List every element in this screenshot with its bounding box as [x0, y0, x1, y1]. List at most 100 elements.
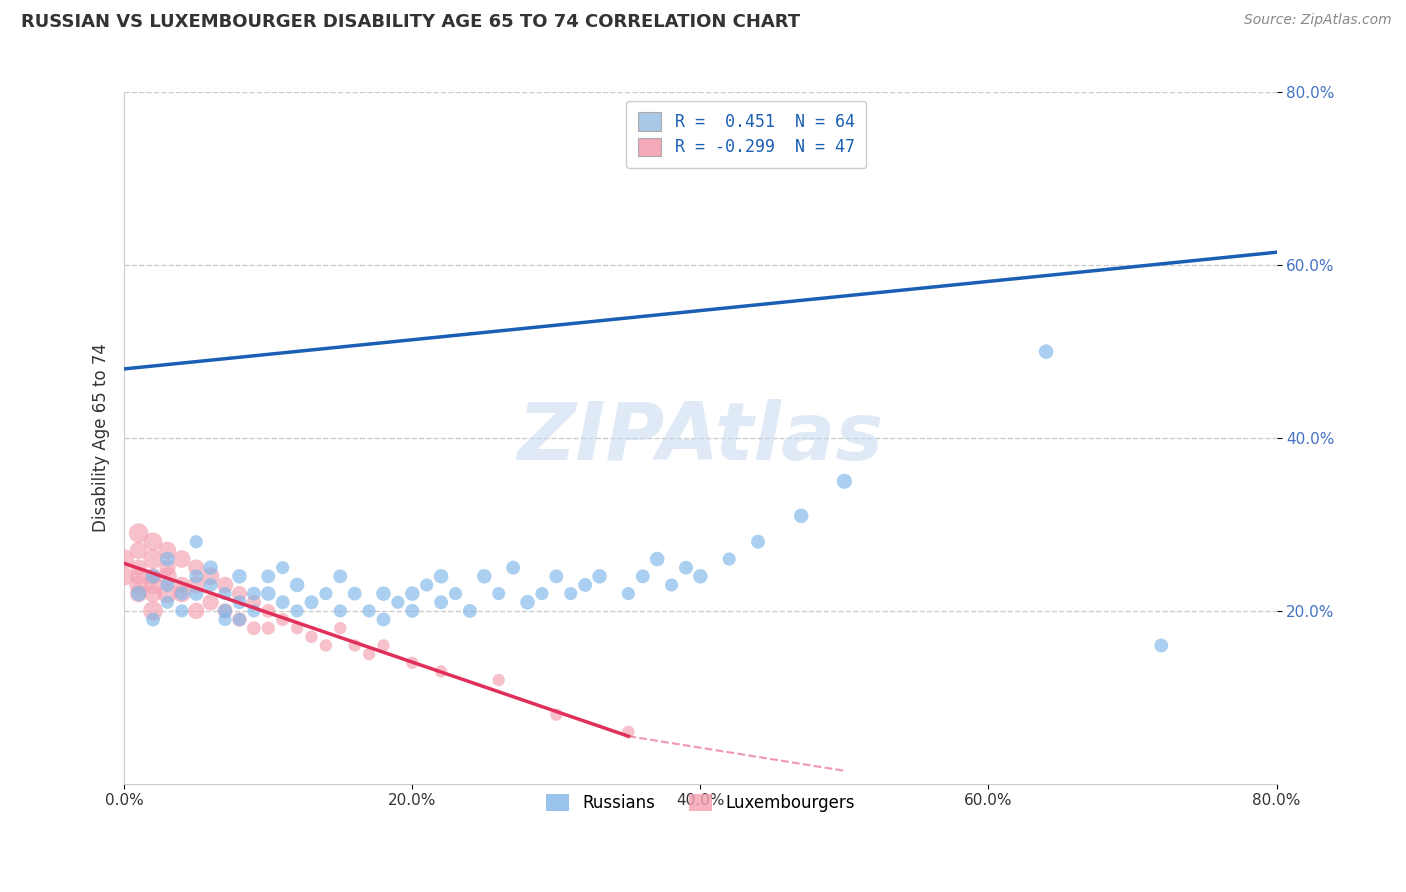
Point	[458, 604, 481, 618]
Point	[170, 586, 193, 600]
Point	[142, 613, 165, 627]
Point	[546, 569, 568, 583]
Point	[186, 604, 208, 618]
Point	[546, 707, 568, 722]
Point	[387, 595, 409, 609]
Point	[301, 595, 323, 609]
Point	[214, 604, 236, 618]
Point	[301, 630, 323, 644]
Point	[661, 578, 683, 592]
Point	[401, 656, 423, 670]
Point	[285, 578, 308, 592]
Point	[200, 578, 222, 592]
Point	[257, 604, 280, 618]
Point	[214, 613, 236, 627]
Point	[170, 578, 193, 592]
Point	[1150, 639, 1173, 653]
Point	[530, 586, 553, 600]
Point	[401, 586, 423, 600]
Point	[343, 586, 366, 600]
Point	[170, 604, 193, 618]
Point	[142, 569, 165, 583]
Point	[243, 595, 266, 609]
Text: RUSSIAN VS LUXEMBOURGER DISABILITY AGE 65 TO 74 CORRELATION CHART: RUSSIAN VS LUXEMBOURGER DISABILITY AGE 6…	[21, 13, 800, 31]
Point	[142, 552, 165, 566]
Point	[186, 578, 208, 592]
Point	[156, 560, 179, 574]
Point	[373, 586, 395, 600]
Point	[214, 604, 236, 618]
Point	[472, 569, 495, 583]
Point	[156, 552, 179, 566]
Point	[142, 604, 165, 618]
Text: Source: ZipAtlas.com: Source: ZipAtlas.com	[1244, 13, 1392, 28]
Point	[373, 613, 395, 627]
Point	[415, 578, 437, 592]
Point	[156, 543, 179, 558]
Point	[200, 569, 222, 583]
Point	[200, 560, 222, 574]
Point	[112, 569, 135, 583]
Point	[329, 604, 352, 618]
Point	[243, 604, 266, 618]
Point	[128, 543, 150, 558]
Point	[186, 569, 208, 583]
Point	[675, 560, 697, 574]
Point	[228, 569, 250, 583]
Point	[257, 569, 280, 583]
Point	[560, 586, 582, 600]
Point	[285, 604, 308, 618]
Point	[128, 526, 150, 541]
Point	[128, 578, 150, 592]
Point	[747, 534, 769, 549]
Point	[285, 621, 308, 635]
Point	[315, 639, 337, 653]
Point	[228, 586, 250, 600]
Point	[200, 595, 222, 609]
Point	[128, 569, 150, 583]
Point	[142, 578, 165, 592]
Point	[1035, 344, 1057, 359]
Point	[617, 586, 640, 600]
Point	[329, 621, 352, 635]
Point	[329, 569, 352, 583]
Point	[228, 613, 250, 627]
Point	[444, 586, 467, 600]
Legend: Russians, Luxembourgers: Russians, Luxembourgers	[534, 782, 866, 824]
Point	[214, 586, 236, 600]
Point	[574, 578, 596, 592]
Point	[186, 534, 208, 549]
Point	[271, 595, 294, 609]
Point	[718, 552, 741, 566]
Point	[430, 595, 453, 609]
Y-axis label: Disability Age 65 to 74: Disability Age 65 to 74	[93, 343, 110, 533]
Point	[430, 569, 453, 583]
Point	[588, 569, 610, 583]
Point	[186, 586, 208, 600]
Point	[156, 578, 179, 592]
Point	[228, 613, 250, 627]
Point	[156, 569, 179, 583]
Point	[156, 586, 179, 600]
Point	[142, 534, 165, 549]
Point	[488, 586, 510, 600]
Point	[186, 560, 208, 574]
Point	[834, 475, 856, 489]
Point	[516, 595, 538, 609]
Point	[502, 560, 524, 574]
Point	[128, 560, 150, 574]
Point	[343, 639, 366, 653]
Point	[243, 621, 266, 635]
Point	[271, 560, 294, 574]
Point	[228, 595, 250, 609]
Point	[128, 586, 150, 600]
Point	[214, 578, 236, 592]
Point	[243, 586, 266, 600]
Point	[315, 586, 337, 600]
Point	[373, 639, 395, 653]
Point	[359, 647, 381, 661]
Point	[689, 569, 711, 583]
Point	[142, 586, 165, 600]
Point	[156, 595, 179, 609]
Point	[617, 724, 640, 739]
